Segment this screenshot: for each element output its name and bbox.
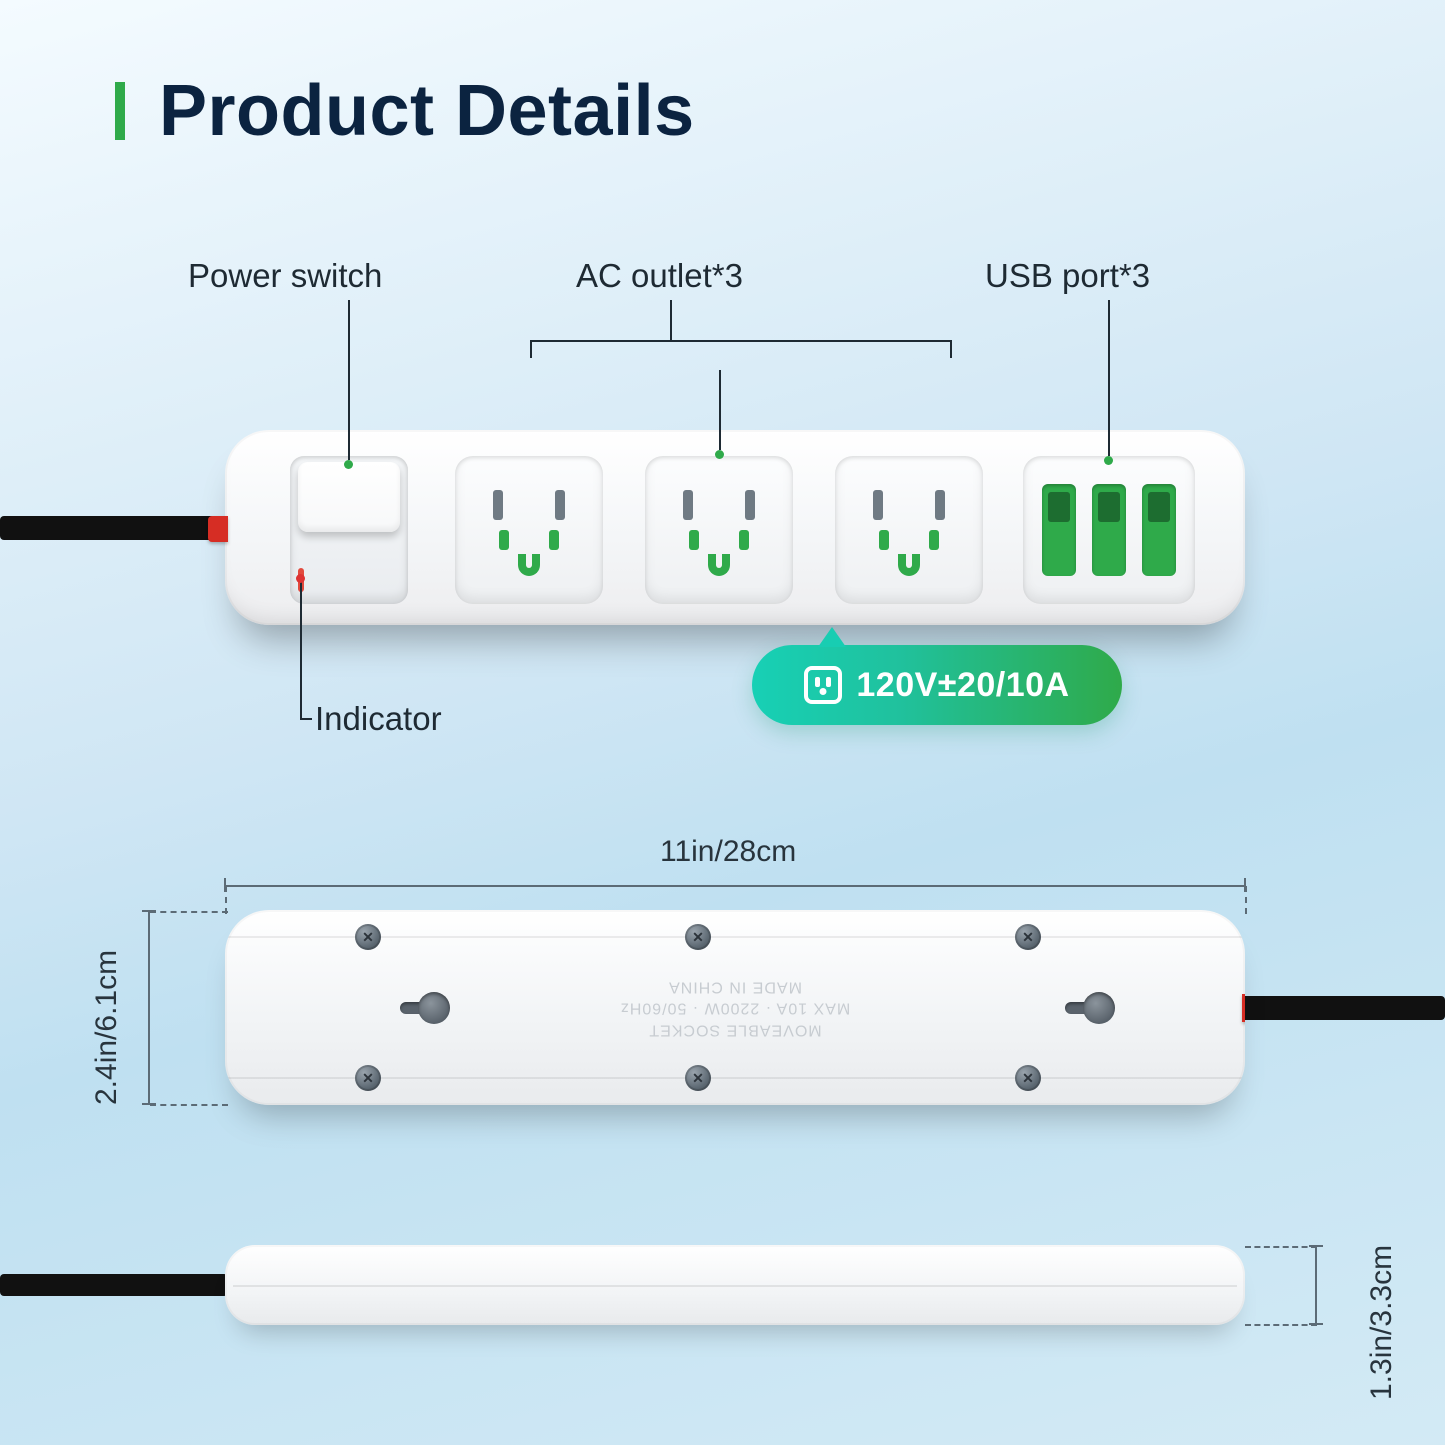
screw-icon <box>355 1065 381 1091</box>
power-strip-side-view <box>225 1245 1245 1325</box>
back-label-line: MADE IN CHINA <box>620 975 850 997</box>
back-label-line: MAX 10A · 2200W · 50/60Hz <box>620 997 850 1019</box>
dimension-width: 2.4in/6.1cm <box>90 950 124 1105</box>
dimension-guide <box>150 1104 228 1106</box>
title-accent-bar <box>115 82 125 140</box>
power-switch <box>290 456 408 604</box>
callout-dot <box>344 460 353 469</box>
dimension-height: 1.3in/3.3cm <box>1365 1245 1399 1400</box>
power-cord-side <box>0 1274 228 1296</box>
dimension-guide <box>1245 1324 1317 1326</box>
callout-line <box>300 718 312 720</box>
callout-line <box>530 340 952 342</box>
dimension-line <box>225 885 1245 887</box>
screw-icon <box>685 1065 711 1091</box>
back-label-line: MOVEABLE SOCKET <box>620 1018 850 1040</box>
title-text: Product Details <box>159 70 695 152</box>
callout-line <box>670 300 672 340</box>
callout-line <box>950 340 952 358</box>
usb-port-3 <box>1142 484 1176 576</box>
spec-badge-text: 120V±20/10A <box>856 666 1069 705</box>
label-indicator: Indicator <box>315 700 442 738</box>
back-label: MOVEABLE SOCKET MAX 10A · 2200W · 50/60H… <box>620 975 850 1040</box>
screw-icon <box>1015 924 1041 950</box>
callout-line <box>1108 300 1110 456</box>
dimension-length: 11in/28cm <box>660 835 796 869</box>
ac-outlet-2 <box>645 456 793 604</box>
keyhole-mount <box>400 990 450 1026</box>
power-cord <box>0 516 230 540</box>
outlet-icon <box>804 666 842 704</box>
dimension-guide <box>1245 1246 1317 1248</box>
callout-dot <box>715 450 724 459</box>
power-switch-rocker <box>298 462 400 532</box>
power-cord-back <box>1240 996 1445 1020</box>
usb-port-bank <box>1023 456 1195 604</box>
dimension-line <box>1315 1245 1317 1325</box>
callout-line <box>530 340 532 358</box>
callout-line <box>719 370 721 450</box>
label-usb-port: USB port*3 <box>985 257 1150 295</box>
keyhole-mount <box>1065 990 1115 1026</box>
callout-line <box>348 300 350 460</box>
reset-button <box>1242 994 1245 1022</box>
screw-icon <box>685 924 711 950</box>
infographic-canvas: Product Details Power switch AC outl <box>0 0 1445 1445</box>
dimension-line <box>148 910 150 1105</box>
spec-badge: 120V±20/10A <box>752 645 1122 725</box>
usb-port-1 <box>1042 484 1076 576</box>
power-strip-top-view <box>225 430 1245 625</box>
dimension-guide <box>150 911 228 913</box>
side-seam <box>233 1285 1237 1287</box>
reset-button <box>208 516 228 542</box>
label-power-switch: Power switch <box>188 257 382 295</box>
power-strip-back-view: MOVEABLE SOCKET MAX 10A · 2200W · 50/60H… <box>225 910 1245 1105</box>
ac-outlet-3 <box>835 456 983 604</box>
screw-icon <box>1015 1065 1041 1091</box>
dimension-guide <box>1245 886 1247 914</box>
dimension-guide <box>225 886 227 914</box>
callout-dot <box>1104 456 1113 465</box>
ac-outlet-1 <box>455 456 603 604</box>
label-ac-outlet: AC outlet*3 <box>576 257 743 295</box>
screw-icon <box>355 924 381 950</box>
callout-line <box>300 580 302 720</box>
usb-port-2 <box>1092 484 1126 576</box>
page-title: Product Details <box>115 70 695 152</box>
callout-dot <box>296 574 305 583</box>
